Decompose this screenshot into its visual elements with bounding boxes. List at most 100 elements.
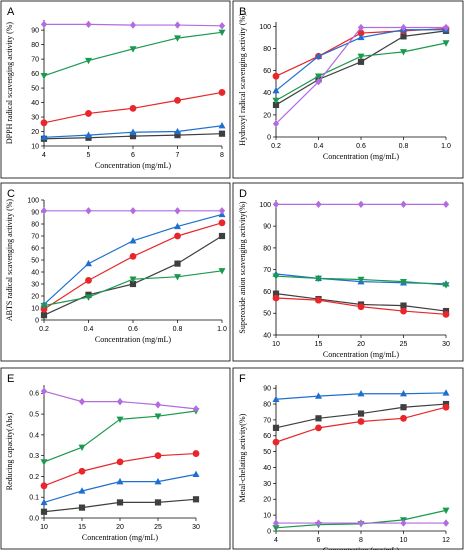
data-point xyxy=(400,23,407,32)
y-tick-label: 100 xyxy=(27,197,39,204)
data-point xyxy=(116,416,124,423)
data-point xyxy=(154,452,162,460)
y-tick-label: 50 xyxy=(263,311,271,318)
panel-letter: E xyxy=(7,373,14,385)
y-tick-label: 10 xyxy=(263,513,271,520)
data-point xyxy=(400,414,407,422)
y-tick-label: 80 xyxy=(263,245,271,252)
data-point xyxy=(442,403,450,411)
data-point xyxy=(218,207,226,215)
series-diamond xyxy=(272,23,450,128)
x-tick-label: 1.0 xyxy=(441,143,451,150)
x-tick-label: 20 xyxy=(357,341,365,348)
x-axis-title: Concentration (mg/mL) xyxy=(95,161,172,170)
x-tick-label: 0.4 xyxy=(314,143,324,150)
x-axis-title: Concentration (mg/mL) xyxy=(82,533,159,542)
y-axis-title: Reducing capacity(Abs) xyxy=(5,412,14,490)
x-tick-label: 30 xyxy=(442,341,450,348)
y-tick-label: 20 xyxy=(263,112,271,119)
y-tick-label: 80 xyxy=(263,46,271,53)
data-point xyxy=(357,200,365,209)
data-point xyxy=(174,132,181,139)
y-tick-label: 10 xyxy=(31,143,39,150)
x-tick-label: 0.6 xyxy=(356,143,366,150)
data-point xyxy=(218,122,226,129)
data-point xyxy=(192,496,200,503)
data-point xyxy=(116,499,124,506)
data-point xyxy=(315,200,322,209)
series-line xyxy=(43,31,223,77)
data-point xyxy=(272,294,280,302)
x-tick-label: 0.8 xyxy=(399,143,409,150)
data-point xyxy=(400,49,407,56)
data-point xyxy=(174,222,181,230)
data-point xyxy=(357,58,365,65)
data-point xyxy=(400,519,407,527)
data-point xyxy=(116,458,124,466)
x-tick-label: 10 xyxy=(272,341,280,348)
series-circle xyxy=(272,294,450,318)
data-point xyxy=(192,450,200,457)
data-point xyxy=(154,499,162,506)
data-point xyxy=(442,507,450,515)
data-point xyxy=(357,53,365,60)
series-square xyxy=(40,496,200,515)
panel-letter: F xyxy=(239,373,246,385)
x-tick-label: 6 xyxy=(317,537,321,544)
data-point xyxy=(40,482,48,490)
y-tick-label: 100 xyxy=(259,24,271,31)
data-point xyxy=(174,207,181,215)
data-point xyxy=(85,259,92,267)
x-tick-label: 30 xyxy=(192,524,200,531)
y-tick-label: 20 xyxy=(31,129,39,136)
data-point xyxy=(174,96,181,104)
data-point xyxy=(129,276,137,283)
x-axis-title: Concentration (mg/mL) xyxy=(323,546,400,550)
data-point xyxy=(315,519,322,527)
data-point xyxy=(357,418,365,425)
x-tick-label: 25 xyxy=(400,341,408,348)
data-point xyxy=(40,312,48,319)
series-diamond xyxy=(40,387,200,413)
data-point xyxy=(85,20,92,29)
data-point xyxy=(400,200,407,209)
data-point xyxy=(174,127,181,135)
series-circle xyxy=(40,89,226,127)
data-point xyxy=(40,498,48,506)
series-triangle-down xyxy=(40,408,200,466)
data-point xyxy=(40,133,48,141)
y-tick-label: 60 xyxy=(263,433,271,440)
x-tick-label: 15 xyxy=(78,524,86,531)
data-point xyxy=(174,232,181,240)
data-point xyxy=(129,46,137,53)
panel-letter: B xyxy=(239,6,246,18)
y-axis-title: Metal-chelating activity(%) xyxy=(238,413,247,502)
series-triangle-down xyxy=(272,273,450,289)
data-point xyxy=(218,22,226,30)
y-tick-label: 0.6 xyxy=(29,391,39,398)
data-point xyxy=(40,207,48,215)
y-tick-label: 20 xyxy=(263,497,271,504)
data-point xyxy=(218,232,226,240)
y-tick-label: 0.3 xyxy=(29,453,39,460)
y-tick-label: 70 xyxy=(31,233,39,240)
y-tick-label: 40 xyxy=(263,332,271,339)
data-point xyxy=(272,72,280,80)
series-line xyxy=(43,270,223,307)
y-tick-label: 70 xyxy=(31,57,39,64)
data-point xyxy=(78,467,86,475)
x-tick-label: 20 xyxy=(116,524,124,531)
panel-frame xyxy=(232,367,464,550)
y-tick-label: 0.1 xyxy=(29,495,39,502)
series-triangle-up xyxy=(40,122,226,141)
x-tick-label: 4 xyxy=(42,152,46,159)
data-point xyxy=(85,294,92,301)
data-point xyxy=(218,219,226,227)
series-line xyxy=(43,235,223,316)
series-triangle-down xyxy=(40,268,226,310)
data-point xyxy=(272,395,280,402)
data-point xyxy=(357,276,365,284)
x-tick-label: 0.6 xyxy=(128,326,138,333)
series-line xyxy=(43,222,223,310)
y-tick-label: 90 xyxy=(263,224,271,231)
